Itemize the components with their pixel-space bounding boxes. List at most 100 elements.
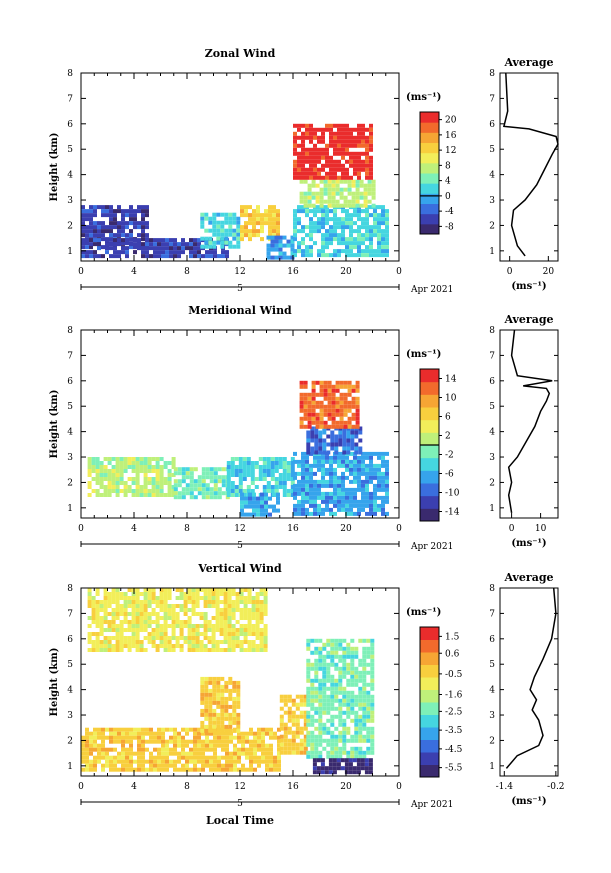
- heat-cell: [265, 731, 269, 736]
- heat-cell: [290, 477, 295, 481]
- heat-cell: [204, 684, 209, 689]
- heat-cell: [369, 233, 373, 238]
- heat-cell: [220, 240, 225, 245]
- heat-cell: [361, 209, 365, 214]
- heat-cell: [91, 640, 96, 644]
- heat-cell: [220, 684, 225, 689]
- heat-cell: [189, 471, 194, 476]
- heat-cell: [305, 507, 309, 512]
- heat-cell: [301, 507, 305, 512]
- heat-cell: [256, 217, 260, 222]
- heat-cell: [227, 612, 232, 616]
- heat-cell: [264, 217, 268, 222]
- heat-cell: [309, 463, 313, 468]
- heat-cell: [185, 731, 189, 736]
- heat-cell: [349, 459, 353, 464]
- heat-cell: [314, 742, 319, 747]
- heat-cell: [115, 632, 120, 636]
- heat-cell: [337, 479, 341, 484]
- heat-cell: [149, 735, 153, 740]
- heat-cell: [173, 763, 177, 768]
- heat-cell: [232, 728, 237, 733]
- heat-cell: [247, 588, 252, 592]
- heat-cell: [137, 246, 141, 251]
- heat-cell: [239, 588, 244, 592]
- heat-cell: [315, 380, 320, 385]
- heat-cell: [353, 511, 357, 516]
- heat-cell: [361, 131, 365, 136]
- heat-cell: [240, 225, 244, 230]
- heat-cell: [211, 632, 216, 636]
- heat-cell: [85, 751, 89, 756]
- heat-cell: [346, 702, 351, 707]
- heat-cell: [236, 216, 241, 221]
- heat-cell: [310, 690, 315, 695]
- heat-cell: [297, 249, 301, 254]
- heat-cell: [358, 678, 363, 683]
- heat-cell: [350, 662, 355, 667]
- colorbar-tick-label: -2: [445, 451, 454, 461]
- heat-cell: [137, 747, 141, 752]
- heat-cell: [278, 457, 283, 461]
- heat-cell: [169, 747, 173, 752]
- heat-cell: [278, 243, 283, 248]
- heat-cell: [151, 489, 156, 493]
- heat-cell: [236, 684, 241, 689]
- heat-cell: [159, 632, 164, 636]
- heat-cell: [113, 767, 117, 772]
- heat-cell: [305, 455, 309, 460]
- heat-cell: [350, 446, 355, 451]
- heat-cell: [224, 696, 229, 701]
- heat-cell: [349, 237, 353, 242]
- heat-cell: [89, 767, 93, 772]
- heat-cell: [346, 698, 351, 703]
- heat-cell: [362, 750, 367, 755]
- heat-cell: [318, 450, 323, 455]
- heat-cell: [369, 163, 373, 168]
- heat-cell: [305, 245, 309, 250]
- heat-cell: [334, 686, 339, 691]
- heat-cell: [259, 600, 264, 604]
- heat-cell: [143, 596, 148, 600]
- heat-cell: [109, 242, 113, 247]
- heat-cell: [91, 489, 96, 493]
- heat-cell: [346, 450, 351, 455]
- heat-cell: [330, 438, 335, 443]
- heat-cell: [329, 217, 333, 222]
- heat-cell: [341, 241, 345, 246]
- heat-cell: [147, 477, 152, 481]
- heat-cell: [109, 739, 113, 744]
- heat-cell: [370, 710, 375, 715]
- heat-cell: [264, 504, 268, 509]
- heat-cell: [334, 646, 339, 651]
- heat-cell: [163, 612, 168, 616]
- heat-cell: [306, 754, 311, 759]
- heat-cell: [318, 434, 323, 439]
- heat-cell: [115, 477, 120, 481]
- heat-cell: [236, 696, 241, 701]
- heat-cell: [341, 475, 345, 480]
- heat-cell: [213, 759, 217, 764]
- heat-cell: [306, 638, 311, 643]
- avg-x-axis-label: (ms⁻¹): [511, 281, 546, 292]
- heat-cell: [322, 698, 327, 703]
- colorbar-tick-label: 1.5: [445, 632, 460, 642]
- heat-cell: [209, 471, 214, 476]
- heat-cell: [321, 495, 325, 500]
- heat-cell: [365, 491, 369, 496]
- heat-cell: [131, 640, 136, 644]
- heat-cell: [350, 702, 355, 707]
- heat-cell: [123, 612, 128, 616]
- heat-cell: [303, 734, 308, 739]
- y-tick-label: 8: [67, 326, 73, 336]
- heat-cell: [179, 632, 184, 636]
- heat-cell: [351, 404, 356, 409]
- heat-cell: [177, 759, 181, 764]
- heat-cell: [322, 658, 327, 663]
- heat-cell: [336, 762, 341, 767]
- colorbar-tick-label: 8: [445, 161, 451, 171]
- heat-cell: [317, 463, 321, 468]
- heat-cell: [252, 496, 256, 501]
- heat-cell: [299, 408, 304, 413]
- heat-cell: [354, 442, 359, 447]
